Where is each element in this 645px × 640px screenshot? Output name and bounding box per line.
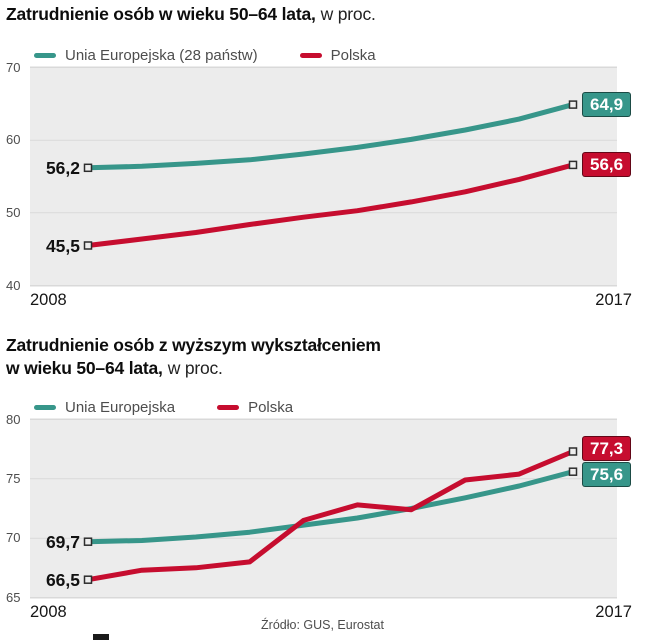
chart-title-bold: Zatrudnienie osób w wieku 50–64 lata, (6, 4, 316, 24)
bottom-edge-mark (93, 634, 109, 640)
source-note: Źródło: GUS, Eurostat (261, 618, 384, 632)
plot-background (30, 418, 617, 599)
chart-canvas (30, 66, 617, 287)
chart-title: Zatrudnienie osób w wieku 50–64 lata, w p… (6, 3, 376, 26)
legend-item-poland: Polska (217, 399, 293, 416)
series-end-badge: 75,6 (582, 462, 632, 488)
legend-label: Polska (330, 46, 376, 64)
series-start-value: 56,2 (45, 157, 80, 178)
point-marker (83, 241, 93, 250)
legend-swatch (217, 404, 240, 410)
y-tick-label: 70 (6, 59, 21, 75)
legend-label: Unia Europejska (28 państw) (65, 46, 258, 64)
y-tick-label: 40 (6, 277, 21, 293)
y-tick-label: 60 (6, 132, 21, 148)
series-line (87, 469, 574, 545)
y-tick-label: 80 (6, 411, 21, 427)
legend-label: Unia Europejska (65, 398, 176, 416)
y-tick-label: 75 (6, 470, 21, 486)
x-tick-label: 2008 (30, 291, 67, 309)
employment-chart-50-64: Zatrudnienie osób w wieku 50–64 lata, w p… (0, 0, 645, 318)
legend-swatch (34, 404, 56, 410)
series-line (87, 162, 574, 248)
series-line (87, 449, 574, 583)
plot-background (30, 66, 617, 287)
x-tick-label: 2017 (595, 603, 632, 621)
series-start-value: 69,7 (45, 531, 80, 552)
legend-item-eu: Unia Europejska (34, 399, 175, 416)
legend: Unia Europejska Polska (34, 397, 293, 417)
series-end-badge: 56,6 (582, 152, 632, 178)
legend: Unia Europejska (28 państw) Polska (34, 45, 376, 65)
legend-swatch (299, 52, 322, 58)
series-line (87, 102, 574, 171)
chart-title-note: w proc. (320, 4, 376, 24)
legend-item-poland: Polska (299, 46, 376, 64)
x-tick-label: 2017 (595, 291, 632, 309)
x-axis-labels: 2008 2017 (30, 603, 632, 622)
series-start-value: 45,5 (45, 235, 80, 256)
legend-item-eu: Unia Europejska (28 państw) (34, 47, 258, 64)
point-marker (83, 537, 93, 546)
legend-label: Polska (248, 398, 294, 416)
y-tick-label: 65 (6, 589, 21, 605)
legend-swatch (34, 52, 56, 58)
y-tick-label: 70 (6, 530, 21, 546)
chart-canvas (30, 418, 617, 599)
chart-title: Zatrudnienie osób z wyższym wykształceni… (6, 334, 381, 380)
series-end-badge: 64,9 (582, 92, 632, 118)
point-marker (568, 160, 578, 170)
chart-title-bold: Zatrudnienie osób z wyższym wykształceni… (6, 335, 381, 378)
x-axis-labels: 2008 2017 (30, 291, 632, 310)
employment-chart-higher-education: Zatrudnienie osób z wyższym wykształceni… (0, 332, 645, 632)
y-tick-label: 50 (6, 204, 21, 220)
series-start-value: 66,5 (45, 569, 80, 590)
series-end-badge: 77,3 (582, 436, 632, 462)
point-marker (568, 467, 578, 476)
point-marker (568, 447, 578, 456)
point-marker (83, 575, 93, 584)
chart-title-note: w proc. (167, 358, 223, 378)
point-marker (568, 100, 578, 109)
point-marker (83, 163, 93, 173)
x-tick-label: 2008 (30, 603, 67, 621)
